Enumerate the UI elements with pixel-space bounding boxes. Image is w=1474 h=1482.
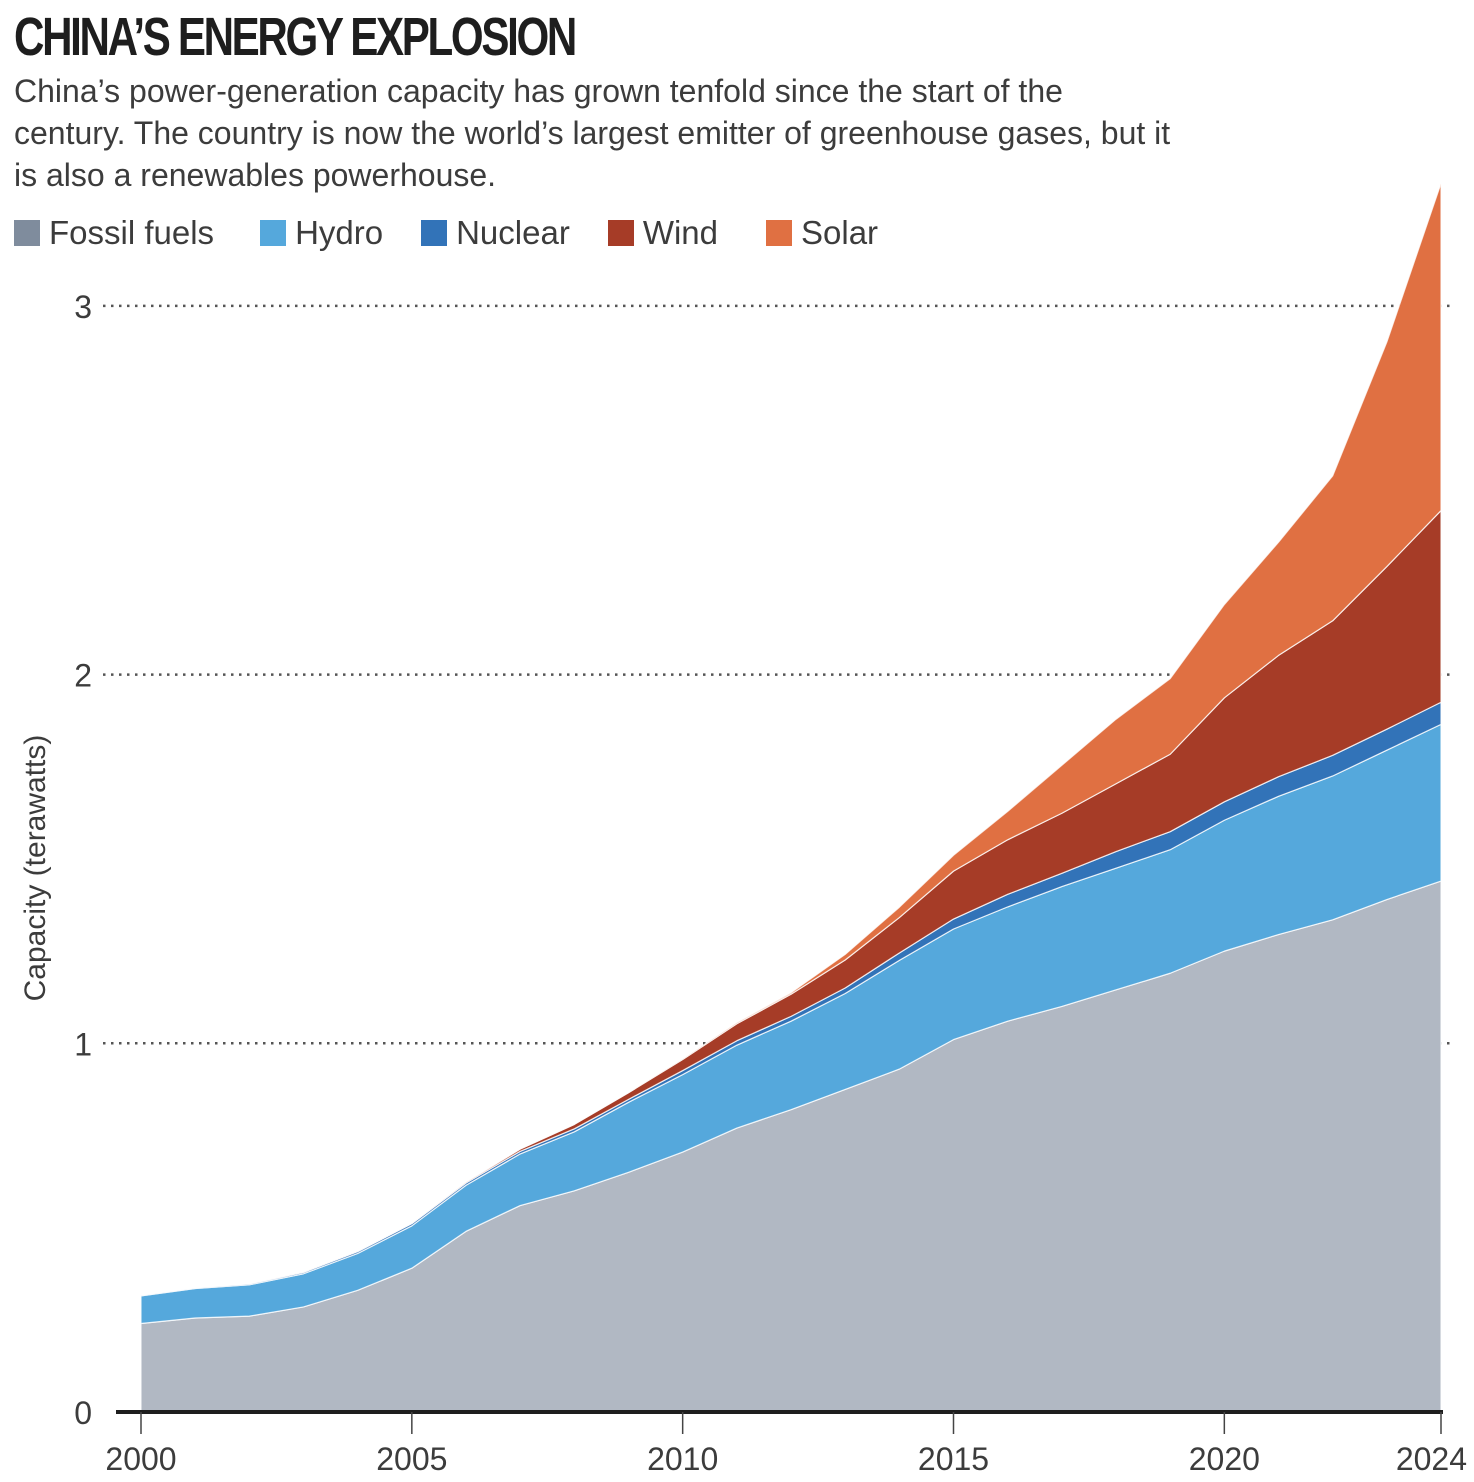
legend-swatch-solar: [766, 220, 792, 246]
legend-label-hydro: Hydro: [295, 214, 384, 251]
legend-item-wind: Wind: [607, 214, 718, 252]
legend-swatch-fossil-fuels: [14, 220, 40, 246]
x-tick-label-2010: 2010: [647, 1441, 718, 1477]
y-tick-label-2: 2: [74, 658, 92, 694]
area-solar: [140, 182, 1442, 1296]
legend-item-hydro: Hydro: [260, 214, 383, 252]
y-axis-title: Capacity (terawatts): [19, 735, 52, 1002]
legend: Fossil fuels Hydro Nuclear Wind Solar: [14, 214, 922, 252]
legend-item-fossil-fuels: Fossil fuels: [14, 214, 214, 252]
legend-label-fossil-fuels: Fossil fuels: [49, 214, 215, 251]
legend-item-nuclear: Nuclear: [421, 214, 570, 252]
chart-subtitle: China’s power-generation capacity has gr…: [14, 73, 1171, 193]
x-tick-label-2015: 2015: [918, 1441, 989, 1477]
legend-label-solar: Solar: [801, 214, 879, 251]
x-tick-label-2000: 2000: [105, 1441, 176, 1477]
x-tick-label-2005: 2005: [376, 1441, 447, 1477]
legend-label-nuclear: Nuclear: [456, 214, 570, 251]
legend-item-solar: Solar: [766, 214, 878, 252]
legend-swatch-hydro: [260, 220, 287, 246]
y-tick-label-3: 3: [74, 289, 92, 325]
chart-title: CHINA’S ENERGY EXPLOSION: [14, 7, 577, 67]
x-tick-label-2024: 2024: [1396, 1441, 1467, 1477]
y-tick-label-1: 1: [74, 1026, 92, 1062]
legend-swatch-wind: [607, 220, 634, 246]
area-layers: [140, 182, 1442, 1413]
legend-swatch-nuclear: [421, 220, 448, 246]
x-tick-label-2020: 2020: [1189, 1441, 1260, 1477]
area-fossil-fuels: [140, 880, 1442, 1413]
legend-label-wind: Wind: [642, 214, 718, 251]
axes: 0 1 2 3 2000 2005 2010 2015 2020 2024: [74, 289, 1467, 1477]
y-tick-label-0: 0: [74, 1395, 92, 1431]
